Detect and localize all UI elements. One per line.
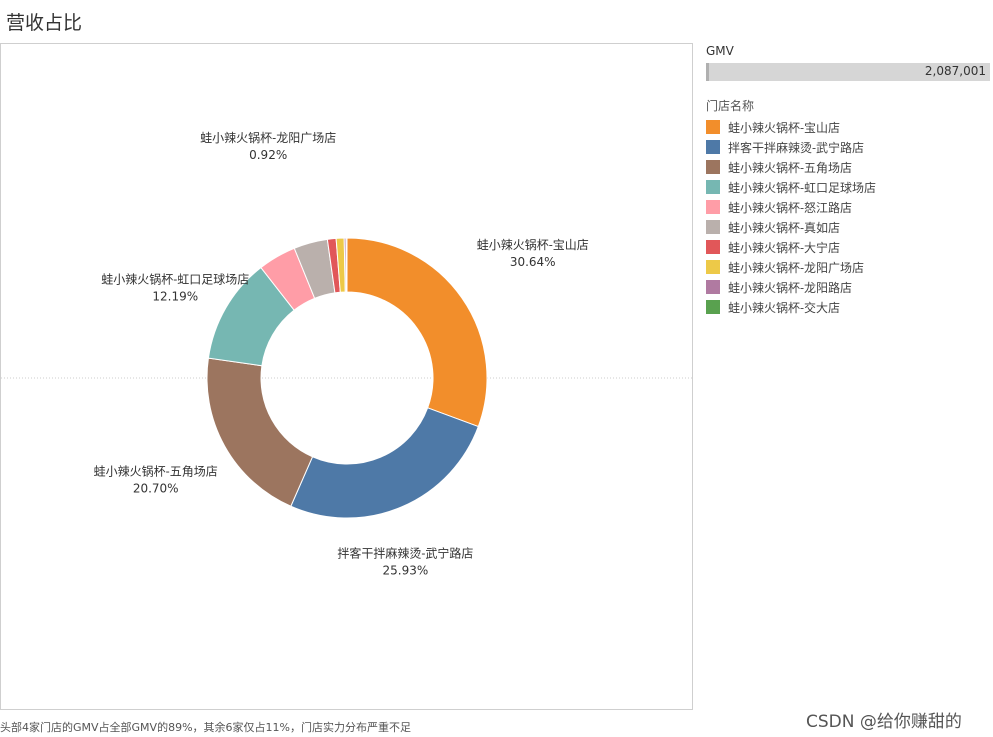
legend-swatch (706, 120, 720, 134)
gmv-legend-bar: 2,087,001 (706, 63, 990, 81)
legend-swatch (706, 240, 720, 254)
store-legend-title: 门店名称 (706, 99, 755, 113)
legend-item[interactable]: 蛙小辣火锅杯-大宁店 (706, 237, 993, 257)
legend-swatch (706, 160, 720, 174)
donut-slice[interactable] (206, 357, 314, 507)
legend-item[interactable]: 蛙小辣火锅杯-五角场店 (706, 157, 993, 177)
legend-item[interactable]: 蛙小辣火锅杯-龙阳路店 (706, 277, 993, 297)
legend-swatch (706, 180, 720, 194)
slice-label-value: 25.93% (383, 564, 429, 578)
page-title: 营收占比 (6, 12, 83, 34)
legend-label: 蛙小辣火锅杯-交大店 (728, 300, 841, 315)
legend-label: 蛙小辣火锅杯-宝山店 (728, 120, 841, 135)
legend-panel: GMV 2,087,001 门店名称 蛙小辣火锅杯-宝山店拌客干拌麻辣烫-武宁路… (706, 44, 993, 317)
slice-label-name: 蛙小辣火锅杯-宝山店 (477, 237, 589, 252)
slice-label-value: 0.92% (249, 148, 287, 162)
slice-label-name: 蛙小辣火锅杯-虹口足球场店 (101, 272, 249, 287)
legend-swatch (706, 140, 720, 154)
legend-item[interactable]: 蛙小辣火锅杯-宝山店 (706, 117, 993, 137)
legend-label: 蛙小辣火锅杯-龙阳路店 (728, 280, 853, 295)
legend-swatch (706, 220, 720, 234)
legend-label: 蛙小辣火锅杯-龙阳广场店 (728, 260, 865, 275)
legend-label: 蛙小辣火锅杯-五角场店 (728, 160, 853, 175)
legend-item[interactable]: 蛙小辣火锅杯-真如店 (706, 217, 993, 237)
store-legend-list: 蛙小辣火锅杯-宝山店 拌客干拌麻辣烫-武宁路店 蛙小辣火锅杯-五角场店 蛙小辣火锅杯-… (706, 117, 993, 317)
legend-label: 蛙小辣火锅杯-大宁店 (728, 240, 841, 255)
watermark: CSDN @给你赚甜的 (806, 712, 962, 732)
legend-item[interactable]: 蛙小辣火锅杯-交大店 (706, 297, 993, 317)
slice-label-name: 蛙小辣火锅杯-龙阳广场店 (200, 130, 336, 145)
legend-label: 拌客干拌麻辣烫-武宁路店 (728, 140, 865, 155)
donut-chart: 蛙小辣火锅杯-宝山店 30.64% 拌客干拌麻辣烫-武宁路店 25.93% 蛙小辣火锅杯… (0, 43, 694, 710)
gmv-legend-title: GMV (706, 44, 734, 58)
footnote: 头部4家门店的GMV占全部GMV的89%，其余6家仅占11%，门店实力分布严重不… (0, 721, 411, 734)
donut-slice[interactable] (290, 407, 479, 519)
donut-slice[interactable] (346, 237, 488, 428)
slice-label-value: 20.70% (133, 482, 179, 496)
legend-label: 蛙小辣火锅杯-虹口足球场店 (728, 180, 877, 195)
legend-swatch (706, 300, 720, 314)
legend-item[interactable]: 蛙小辣火锅杯-龙阳广场店 (706, 257, 993, 277)
slice-label-value: 30.64% (510, 255, 556, 269)
legend-swatch (706, 200, 720, 214)
slice-label-name: 蛙小辣火锅杯-五角场店 (94, 464, 218, 479)
donut-slice[interactable] (345, 237, 348, 293)
legend-swatch (706, 280, 720, 294)
legend-item[interactable]: 蛙小辣火锅杯-虹口足球场店 (706, 177, 993, 197)
legend-swatch (706, 260, 720, 274)
legend-label: 蛙小辣火锅杯-真如店 (728, 220, 841, 235)
legend-item[interactable]: 拌客干拌麻辣烫-武宁路店 (706, 137, 993, 157)
legend-item[interactable]: 蛙小辣火锅杯-怒江路店 (706, 197, 993, 217)
slice-label-value: 12.19% (152, 290, 198, 304)
gmv-legend-value: 2,087,001 (924, 64, 986, 78)
donut-chart-svg: 蛙小辣火锅杯-宝山店 30.64% 拌客干拌麻辣烫-武宁路店 25.93% 蛙小辣火锅杯… (1, 130, 694, 578)
slice-label-name: 拌客干拌麻辣烫-武宁路店 (337, 546, 473, 561)
legend-label: 蛙小辣火锅杯-怒江路店 (728, 200, 853, 215)
